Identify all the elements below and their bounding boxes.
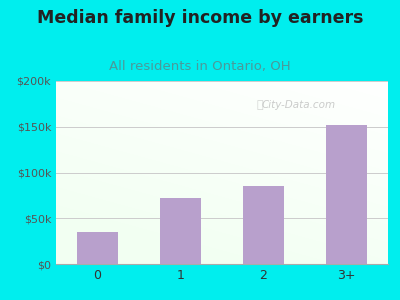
Text: City-Data.com: City-Data.com	[261, 100, 336, 110]
Text: All residents in Ontario, OH: All residents in Ontario, OH	[109, 60, 291, 73]
Text: ⓘ: ⓘ	[257, 100, 264, 110]
Bar	[77, 232, 118, 264]
Text: Median family income by earners: Median family income by earners	[37, 9, 363, 27]
Bar	[243, 186, 284, 264]
Bar	[160, 198, 201, 264]
Bar	[326, 125, 367, 264]
